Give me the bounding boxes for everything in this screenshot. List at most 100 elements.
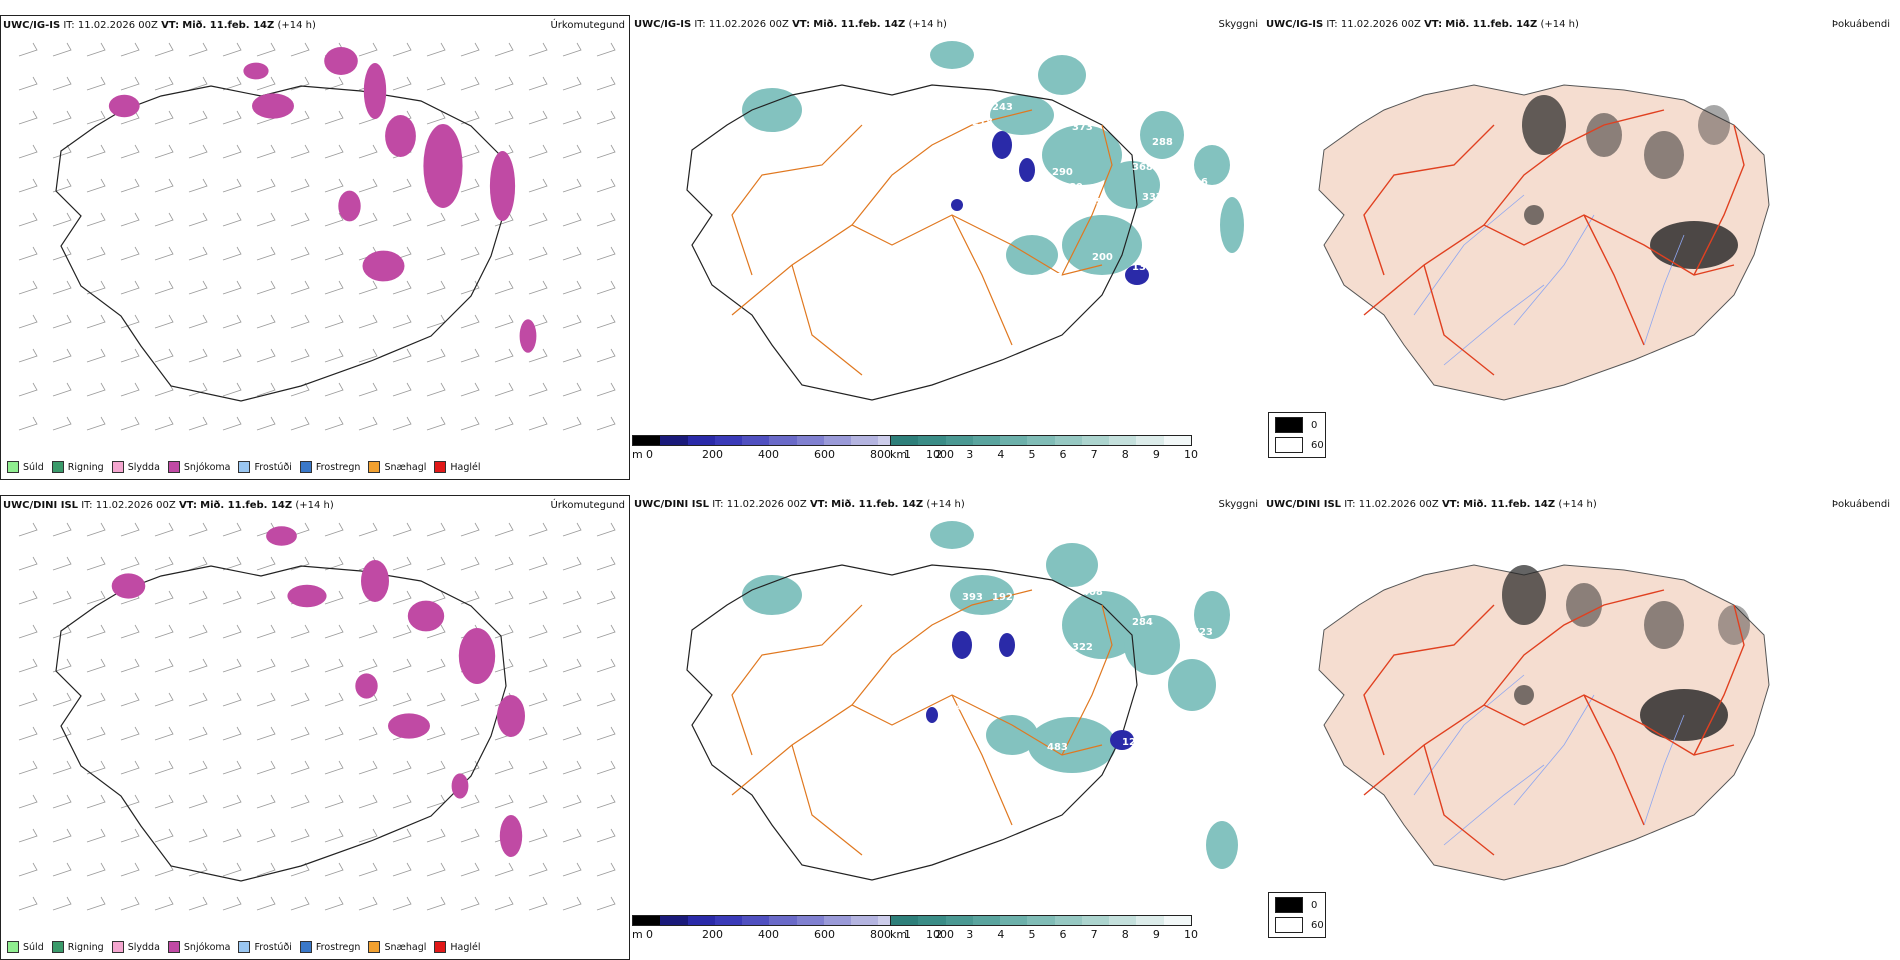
legend-label: Frostregn (315, 461, 361, 473)
wind-barb (528, 110, 548, 125)
visibility-value: 121 (1122, 737, 1143, 748)
wind-barb (562, 862, 582, 877)
legend-item: Frostúði (238, 461, 292, 473)
low-visibility-area (1194, 591, 1230, 639)
wind-barb (86, 76, 106, 91)
wind-barb (86, 590, 106, 605)
visibility-value: 218 (972, 117, 993, 128)
wind-barb (528, 348, 548, 363)
wind-barb (120, 828, 140, 843)
wind-barb (494, 110, 514, 125)
low-visibility-area (742, 88, 802, 132)
panel-title: Skyggni (1218, 19, 1258, 30)
wind-barb (358, 144, 378, 159)
wind-barb (358, 624, 378, 639)
wind-barb (460, 522, 480, 537)
wind-barb (494, 624, 514, 639)
wind-barb (528, 314, 548, 329)
wind-barb (52, 624, 72, 639)
wind-barb (596, 246, 616, 261)
wind-barb (596, 828, 616, 843)
colorbar-tick: 600 (814, 928, 835, 941)
legend-swatch (111, 461, 124, 473)
visibility-value: 723 (1192, 627, 1213, 638)
wind-barb (222, 110, 242, 125)
wind-barb (188, 382, 208, 397)
wind-barb (460, 794, 480, 809)
wind-barb (392, 794, 412, 809)
road (1061, 124, 1113, 276)
wind-barb (18, 896, 38, 911)
wind-barb (358, 760, 378, 775)
colorbar-strip (632, 915, 934, 926)
wind-barb (596, 794, 616, 809)
wind-barb (52, 348, 72, 363)
wind-barb (290, 212, 310, 227)
wind-barb (256, 556, 276, 571)
colorbar-tick: 800 (870, 448, 891, 461)
wind-barb (358, 178, 378, 193)
wind-barb (596, 178, 616, 193)
wind-barb (562, 828, 582, 843)
wind-barb (460, 760, 480, 775)
wind-barb (52, 658, 72, 673)
wind-barb (222, 144, 242, 159)
wind-barb (188, 416, 208, 431)
wind-barb (392, 590, 412, 605)
wind-barb (494, 314, 514, 329)
wind-barb (154, 416, 174, 431)
wind-barb (426, 212, 446, 227)
wind-barb (290, 144, 310, 159)
snow-cell (361, 560, 389, 602)
wind-barb (154, 144, 174, 159)
legend-swatch (7, 941, 19, 953)
wind-barb (154, 42, 174, 57)
snow-cell (499, 815, 523, 857)
wind-barb (18, 382, 38, 397)
wind-barb (290, 862, 310, 877)
visibility-value: 243 (992, 102, 1013, 113)
wind-barb (188, 144, 208, 159)
wind-barb (596, 556, 616, 571)
wind-barb (596, 144, 616, 159)
wind-barb (562, 624, 582, 639)
wind-barb (426, 828, 446, 843)
wind-barb (290, 246, 310, 261)
wind-barb (324, 178, 344, 193)
wind-barb (528, 692, 548, 707)
wind-barb (460, 348, 480, 363)
wind-barb (460, 726, 480, 741)
wind-barb (596, 658, 616, 673)
panel-header: UWC/DINI ISL IT: 11.02.2026 00Z VT: Mið.… (1266, 499, 1597, 510)
wind-barb (18, 416, 38, 431)
wind-barb (358, 726, 378, 741)
wind-barb (188, 246, 208, 261)
wind-barb (222, 280, 242, 295)
wind-barb (596, 590, 616, 605)
precip-map-r1 (18, 42, 616, 431)
wind-barb (290, 110, 310, 125)
visibility-value: 284 (1132, 617, 1153, 628)
wind-barb (256, 590, 276, 605)
wind-barb (120, 42, 140, 57)
snow-cell (519, 319, 537, 353)
wind-barb (392, 348, 412, 363)
wind-barb (18, 348, 38, 363)
colorbar-tick: 7 (1090, 448, 1098, 461)
wind-barb (392, 42, 412, 57)
legend-item: Snjókoma (167, 941, 230, 953)
wind-barb (18, 556, 38, 571)
wind-barb (86, 144, 106, 159)
wind-barb (222, 828, 242, 843)
wind-barb (358, 280, 378, 295)
wind-barb (52, 280, 72, 295)
wind-barb (222, 760, 242, 775)
panel-header: UWC/DINI ISL IT: 11.02.2026 00Z VT: Mið.… (3, 500, 334, 511)
wind-barb (324, 382, 344, 397)
road (1423, 264, 1495, 376)
wind-barb (18, 760, 38, 775)
panel-title: Úrkomutegund (550, 500, 625, 511)
wind-barb (256, 658, 276, 673)
wind-barb (120, 658, 140, 673)
visibility-value: 322 (1072, 642, 1093, 653)
